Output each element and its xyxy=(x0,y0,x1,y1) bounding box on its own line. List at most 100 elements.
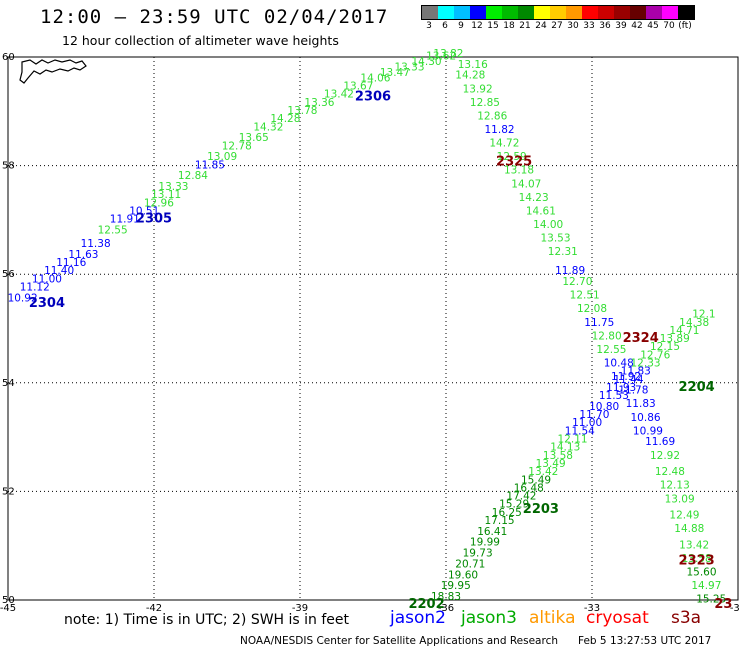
swh-value: 13.82 xyxy=(433,48,463,60)
legend-label: (ft) xyxy=(678,21,692,31)
swh-value: 16.41 xyxy=(477,526,507,538)
swh-value: 14.13 xyxy=(550,442,580,454)
lon-tick-label: -39 xyxy=(292,603,308,614)
swh-value: 14.72 xyxy=(489,138,519,150)
color-legend: 3 6 9 12 15 18 21 24 27 30 33 36 39 42 45 70 (ft) xyxy=(421,5,695,31)
swh-value: 13.09 xyxy=(665,493,695,505)
swh-value: 14.28 xyxy=(270,113,300,125)
pass-number-label: 2203 xyxy=(523,502,559,517)
swh-value: 17.42 xyxy=(506,491,536,503)
swh-value: 10.86 xyxy=(631,412,661,424)
swh-value: 13.42 xyxy=(528,466,558,478)
swh-value: 12.78 xyxy=(222,140,252,152)
legend-label: 70 xyxy=(663,21,675,31)
map-frame xyxy=(7,56,739,601)
swh-value: 13.49 xyxy=(536,458,566,470)
coastline-shape xyxy=(19,59,87,84)
legend-swatch xyxy=(598,6,614,19)
legend-label: 45 xyxy=(647,21,659,31)
swh-value: 13.92 xyxy=(463,83,493,95)
swh-value: 14.97 xyxy=(691,580,721,592)
swh-value: 11.38 xyxy=(81,238,111,250)
legend-swatch xyxy=(646,6,662,19)
footer-credit: NOAA/NESDIS Center for Satellite Applica… xyxy=(240,635,558,647)
swh-value: 13.33 xyxy=(394,62,424,74)
swh-value: 12.11 xyxy=(558,434,588,446)
swh-value: 12.1 xyxy=(692,309,715,321)
swh-value: 17.15 xyxy=(485,515,515,527)
swh-value: 12.33 xyxy=(631,358,661,370)
swh-value: 13.42 xyxy=(679,539,709,551)
swh-value: 13.53 xyxy=(540,233,570,245)
lon-tick-label: -30 xyxy=(730,603,740,614)
swh-value: 14.30 xyxy=(412,56,442,68)
lat-tick-label: 56 xyxy=(2,269,15,280)
swh-value: 11.83 xyxy=(621,366,651,378)
swh-value: 13.58 xyxy=(682,553,712,565)
swh-value: 12.13 xyxy=(660,480,690,492)
legend-label: 9 xyxy=(458,21,464,31)
swh-value: 13.16 xyxy=(458,59,488,71)
legend-label: 15 xyxy=(487,21,499,31)
pass-number-label: 2325 xyxy=(496,155,532,170)
swh-value: 11.78 xyxy=(618,385,648,397)
legend-labels: 3 6 9 12 15 18 21 24 27 30 33 36 39 42 45 70 (ft) xyxy=(421,21,695,31)
legend-label: 21 xyxy=(519,21,531,31)
footer-timestamp: Feb 5 13:27:53 UTC 2017 xyxy=(578,635,712,647)
swh-value: 12.92 xyxy=(650,450,680,462)
pass-number-label: 2204 xyxy=(679,380,715,395)
swh-value: 11.63 xyxy=(68,249,98,261)
swh-value: 13.58 xyxy=(543,450,573,462)
swh-value: 12.84 xyxy=(178,170,208,182)
swh-value: 12.51 xyxy=(570,290,600,302)
swh-value: 10.48 xyxy=(604,358,634,370)
swh-value: 11.00 xyxy=(572,417,602,429)
legend-swatch xyxy=(550,6,566,19)
swh-value: 14.07 xyxy=(511,178,541,190)
swh-value: 16.25 xyxy=(492,507,522,519)
legend-swatch xyxy=(454,6,470,19)
swh-value: 18.83 xyxy=(431,591,461,603)
altimeter-tracks: 10.9211.1211.0011.4011.1611.6311.3812.55… xyxy=(8,48,727,606)
swh-value: 10.80 xyxy=(589,401,619,413)
legend-swatches xyxy=(421,5,695,20)
legend-swatch xyxy=(502,6,518,19)
legend-swatch xyxy=(678,6,694,19)
swh-value: 14.61 xyxy=(526,205,556,217)
pass-number-label: 2323 xyxy=(679,554,715,569)
swh-value: 11.16 xyxy=(56,257,86,269)
swh-value: 12.55 xyxy=(596,344,626,356)
swh-value: 14.38 xyxy=(679,317,709,329)
swh-value: 15.60 xyxy=(686,567,716,579)
pass-number-label: 2304 xyxy=(29,296,65,311)
swh-value: 14.71 xyxy=(669,325,699,337)
mission-altika: altika xyxy=(529,608,576,628)
graticule xyxy=(7,56,739,601)
legend-swatch xyxy=(422,6,438,19)
swh-value: 11.40 xyxy=(44,265,74,277)
swh-value: 11.89 xyxy=(555,265,585,277)
pass-number-label: 23 xyxy=(714,597,732,612)
pass-labels: 2304 2305 2306 2325 2324 2204 2203 2323 2202 23 xyxy=(29,89,733,612)
pass-number-label: 2306 xyxy=(355,89,391,104)
legend-swatch xyxy=(614,6,630,19)
legend-label: 24 xyxy=(535,21,547,31)
mission-jason3: jason3 xyxy=(461,608,517,628)
swh-value: 13.47 xyxy=(380,67,410,79)
lon-tick-label: -33 xyxy=(584,603,600,614)
lon-tick-label: -42 xyxy=(146,603,162,614)
mission-jason2: jason2 xyxy=(390,608,446,628)
swh-value: 11.70 xyxy=(579,409,609,421)
swh-value: 14.06 xyxy=(360,72,390,84)
swh-value: 13.67 xyxy=(343,81,373,93)
legend-swatch xyxy=(534,6,550,19)
swh-value: 10.92 xyxy=(8,292,38,304)
swh-value: 10.99 xyxy=(633,425,663,437)
swh-value: 13.42 xyxy=(324,89,354,101)
swh-value: 11.92 xyxy=(611,371,641,383)
map-subtitle: 12 hour collection of altimeter wave hei… xyxy=(62,33,339,48)
swh-value: 11.53 xyxy=(599,390,629,402)
legend-label: 30 xyxy=(567,21,579,31)
legend-label: 6 xyxy=(442,21,448,31)
swh-value: 14.32 xyxy=(253,121,283,133)
